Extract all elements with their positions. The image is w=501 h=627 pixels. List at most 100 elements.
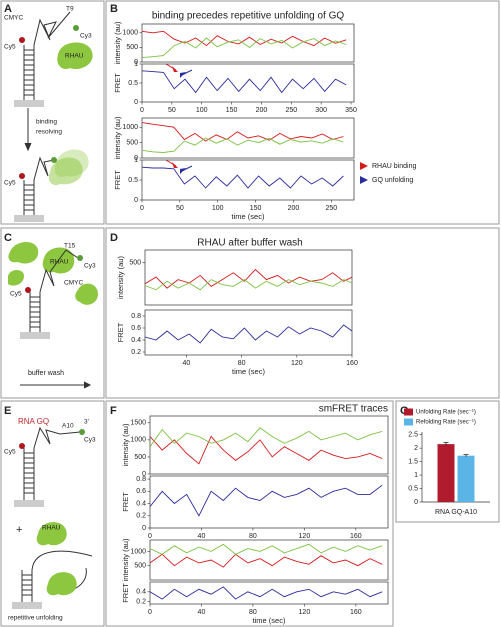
y-tick-label: 2.5 — [408, 432, 418, 439]
trace — [149, 543, 383, 555]
y-tick-label: 1000 — [130, 437, 146, 444]
y-tick-label: 0.6 — [131, 325, 141, 332]
trace — [141, 137, 344, 153]
cy5-dye — [19, 37, 25, 43]
y-tick-label: 500 — [134, 563, 146, 570]
x-tick-label: 0 — [140, 107, 144, 114]
plot-frame — [149, 581, 389, 605]
diagram-text: T15 — [64, 243, 76, 250]
surface — [12, 602, 42, 609]
trace — [149, 586, 383, 600]
y-tick-label: 0.5 — [408, 485, 418, 492]
y-axis-label: FRET — [116, 322, 125, 342]
diagram-text: RHAU — [65, 53, 84, 60]
surface — [14, 100, 44, 107]
x-tick-label: 50 — [176, 205, 184, 212]
legend-swatch — [404, 418, 413, 426]
trace — [149, 553, 383, 568]
y-tick-label: 0.4 — [136, 500, 146, 507]
x-tick-label: 80 — [249, 533, 257, 540]
cy5-dye — [19, 443, 25, 449]
plot-frame — [141, 117, 355, 159]
y-tick-label: 0 — [142, 471, 146, 478]
trace — [141, 37, 347, 59]
diagram-text: RNA GQ — [18, 417, 49, 426]
y-tick-label: 0.4 — [131, 337, 141, 344]
trace — [141, 166, 344, 189]
legend-swatch — [404, 408, 413, 416]
trace — [149, 435, 383, 465]
y-tick-label: 0.2 — [136, 513, 146, 520]
y-tick-label: 0 — [134, 155, 138, 162]
diagram-text: RHAU — [42, 525, 61, 532]
y-tick-label: 0.4 — [136, 589, 146, 596]
y-axis-label: intensity (au) — [113, 116, 122, 159]
x-tick-label: 160 — [350, 533, 362, 540]
x-tick-label: 100 — [196, 107, 208, 114]
y-tick-label: 1.5 — [408, 458, 418, 465]
y-tick-label: 2 — [414, 445, 418, 452]
x-axis-label: time (sec) — [232, 212, 265, 221]
diagram-text: Cy3 — [84, 437, 96, 444]
x-tick-label: 50 — [168, 107, 176, 114]
diagram-text: buffer wash — [28, 370, 64, 377]
x-tick-label: 100 — [212, 205, 224, 212]
diagram-text: Cy5 — [4, 44, 16, 51]
y-tick-label: 500 — [126, 139, 138, 146]
x-tick-label: 160 — [346, 360, 358, 367]
rhau-protein — [57, 42, 93, 70]
x-tick-label: 200 — [288, 205, 300, 212]
error-bar — [443, 442, 449, 446]
diagram-text: Cy5 — [4, 180, 16, 187]
x-tick-label: 80 — [249, 609, 257, 616]
y-tick-label: 0.8 — [131, 313, 141, 320]
diagram-text: binding — [36, 119, 57, 126]
cy5-dye — [25, 287, 31, 293]
y-tick-label: 0 — [134, 59, 138, 66]
cy3-dye — [73, 25, 79, 31]
panel-frame — [105, 400, 394, 627]
cy3-dye — [51, 157, 57, 163]
y-axis-label: FRET — [113, 73, 122, 93]
y-tick-label: 1000 — [122, 30, 138, 37]
x-tick-label: 80 — [238, 360, 246, 367]
y-tick-label: 1 — [134, 157, 138, 164]
y-tick-label: 0.2 — [131, 349, 141, 356]
surface — [14, 500, 44, 507]
trace — [144, 279, 353, 291]
panel-frame — [0, 0, 105, 225]
diagram-e — [21, 426, 93, 602]
trace — [149, 427, 383, 447]
rhau-protein — [48, 157, 83, 186]
panel-label: C — [4, 232, 12, 244]
diagram-text: Cy3 — [84, 263, 96, 270]
y-tick-label: 0 — [142, 525, 146, 532]
y-axis-label: intensity (au) — [116, 256, 125, 299]
chart-title: binding precedes repetitive unfolding of… — [152, 11, 345, 22]
x-axis-label: time (sec) — [232, 367, 265, 376]
y-axis-label: intensity (au) — [121, 423, 130, 466]
trace — [144, 268, 353, 289]
y-tick-label: 0 — [134, 197, 138, 204]
panel-label: F — [110, 405, 117, 417]
x-tick-label: 120 — [299, 533, 311, 540]
error-bar — [463, 454, 469, 457]
plot-frame — [141, 23, 355, 63]
diagram-c — [20, 249, 92, 389]
panel-frame — [0, 400, 105, 627]
cy3-dye — [77, 255, 83, 261]
rhau-protein — [36, 522, 67, 546]
diagram-text: RHAU — [50, 259, 69, 266]
x-axis-label: time (sec) — [253, 616, 286, 625]
y-tick-label: 0 — [134, 99, 138, 106]
x-tick-label: 250 — [325, 205, 337, 212]
legend-label: Unfolding Rate (sec⁻¹) — [416, 410, 476, 416]
rhau-protein — [8, 270, 24, 286]
diagram-text: CMYC — [4, 15, 23, 22]
rhau-protein — [46, 572, 77, 596]
y-tick-label: 1500 — [130, 420, 146, 427]
rhau-protein — [8, 241, 39, 264]
rhau-protein — [54, 149, 89, 178]
y-axis-label: intensity (au) — [113, 21, 122, 64]
y-tick-label: 0.8 — [136, 476, 146, 483]
